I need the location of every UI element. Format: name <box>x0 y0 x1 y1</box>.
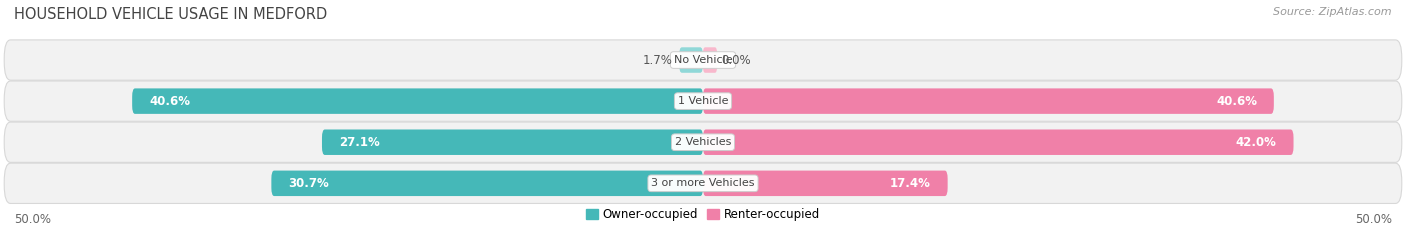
FancyBboxPatch shape <box>4 122 1402 162</box>
FancyBboxPatch shape <box>4 163 1402 203</box>
Text: Source: ZipAtlas.com: Source: ZipAtlas.com <box>1274 7 1392 17</box>
Legend: Owner-occupied, Renter-occupied: Owner-occupied, Renter-occupied <box>581 203 825 226</box>
Text: 2 Vehicles: 2 Vehicles <box>675 137 731 147</box>
Text: HOUSEHOLD VEHICLE USAGE IN MEDFORD: HOUSEHOLD VEHICLE USAGE IN MEDFORD <box>14 7 328 22</box>
FancyBboxPatch shape <box>132 88 703 114</box>
Text: 27.1%: 27.1% <box>339 136 380 149</box>
FancyBboxPatch shape <box>271 171 703 196</box>
Text: 0.0%: 0.0% <box>721 54 751 66</box>
FancyBboxPatch shape <box>703 88 1274 114</box>
FancyBboxPatch shape <box>703 171 948 196</box>
Text: 17.4%: 17.4% <box>890 177 931 190</box>
FancyBboxPatch shape <box>703 47 717 73</box>
FancyBboxPatch shape <box>322 129 703 155</box>
FancyBboxPatch shape <box>4 81 1402 121</box>
Text: 42.0%: 42.0% <box>1236 136 1277 149</box>
Text: 1 Vehicle: 1 Vehicle <box>678 96 728 106</box>
FancyBboxPatch shape <box>4 40 1402 80</box>
Text: 1.7%: 1.7% <box>643 54 672 66</box>
Text: 30.7%: 30.7% <box>288 177 329 190</box>
FancyBboxPatch shape <box>679 47 703 73</box>
Text: 40.6%: 40.6% <box>149 95 190 108</box>
Text: 50.0%: 50.0% <box>1355 213 1392 227</box>
Text: 3 or more Vehicles: 3 or more Vehicles <box>651 178 755 188</box>
Text: 40.6%: 40.6% <box>1216 95 1257 108</box>
Text: 50.0%: 50.0% <box>14 213 51 227</box>
FancyBboxPatch shape <box>703 129 1294 155</box>
Text: No Vehicle: No Vehicle <box>673 55 733 65</box>
